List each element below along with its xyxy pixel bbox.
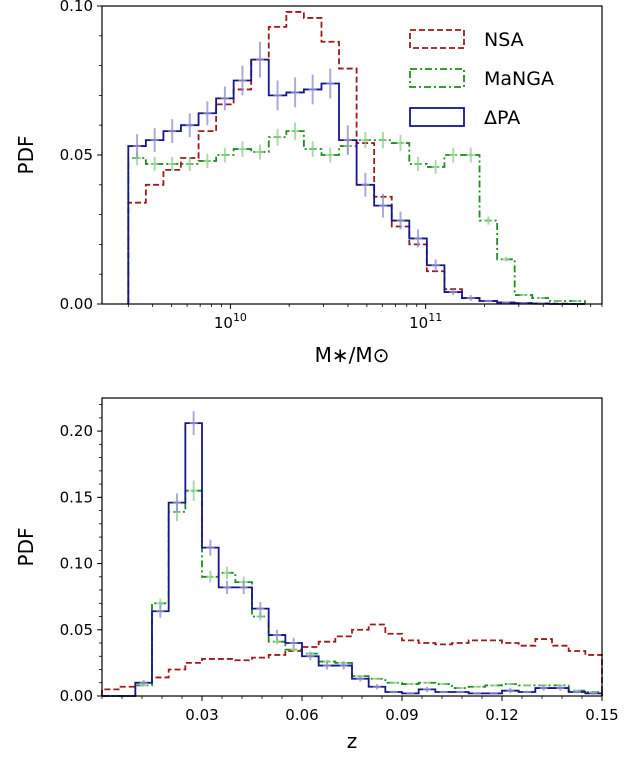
series-line-dashed: [101, 623, 603, 696]
x-tick-label: 1011: [409, 311, 442, 332]
y-tick-label: 0.05: [60, 621, 93, 639]
legend-label: MaNGA: [484, 68, 554, 90]
series-line-solid: [102, 422, 603, 697]
legend-swatch: [409, 68, 465, 88]
plot-frame: [101, 397, 603, 697]
y-axis-label: PDF: [14, 136, 38, 175]
x-axis-label: z: [347, 729, 358, 753]
y-tick-label: 0.15: [60, 488, 93, 506]
y-tick-label: 0.10: [60, 0, 93, 15]
y-tick-label: 0.05: [60, 146, 93, 164]
y-tick-label: 0.00: [60, 295, 93, 313]
x-tick-label: 0.03: [185, 706, 218, 724]
x-tick-label: 0.12: [485, 706, 518, 724]
legend-label: NSA: [484, 29, 524, 51]
legend-swatch: [409, 107, 465, 127]
y-tick-label: 0.10: [60, 555, 93, 573]
axis-ticks-group: 0.00 0.05 0.10 0.15 0.20 0.03 0.06 0.09 0.12 0.15: [60, 404, 619, 724]
x-tick-label: 0.15: [585, 706, 618, 724]
plot-frame: [101, 5, 603, 305]
y-tick-label: 0.00: [60, 687, 93, 705]
error-bars-group: [139, 411, 598, 695]
redshift-histogram: 0.00 0.05 0.10 0.15 0.20 0.03 0.06 0.09 0.12 0.15…: [14, 397, 619, 753]
histogram-series-group: [127, 11, 586, 305]
legend-swatch: [409, 29, 465, 49]
x-tick-label: 1010: [214, 311, 247, 332]
histogram-series-group: [101, 422, 603, 697]
x-tick-label: 0.09: [385, 706, 418, 724]
stellar-mass-histogram: 0.00 0.05 0.10 1010 1011 PDF M∗/M⊙ NSA MaNGA Δ…: [14, 0, 603, 367]
y-axis-label: PDF: [14, 528, 38, 567]
legend: NSA MaNGA ΔPA: [409, 29, 554, 129]
legend-label: ΔPA: [484, 107, 520, 129]
x-tick-label: 0.06: [285, 706, 318, 724]
x-axis-label: M∗/M⊙: [315, 343, 390, 367]
error-bars-group: [133, 41, 581, 305]
y-tick-label: 0.20: [60, 422, 93, 440]
